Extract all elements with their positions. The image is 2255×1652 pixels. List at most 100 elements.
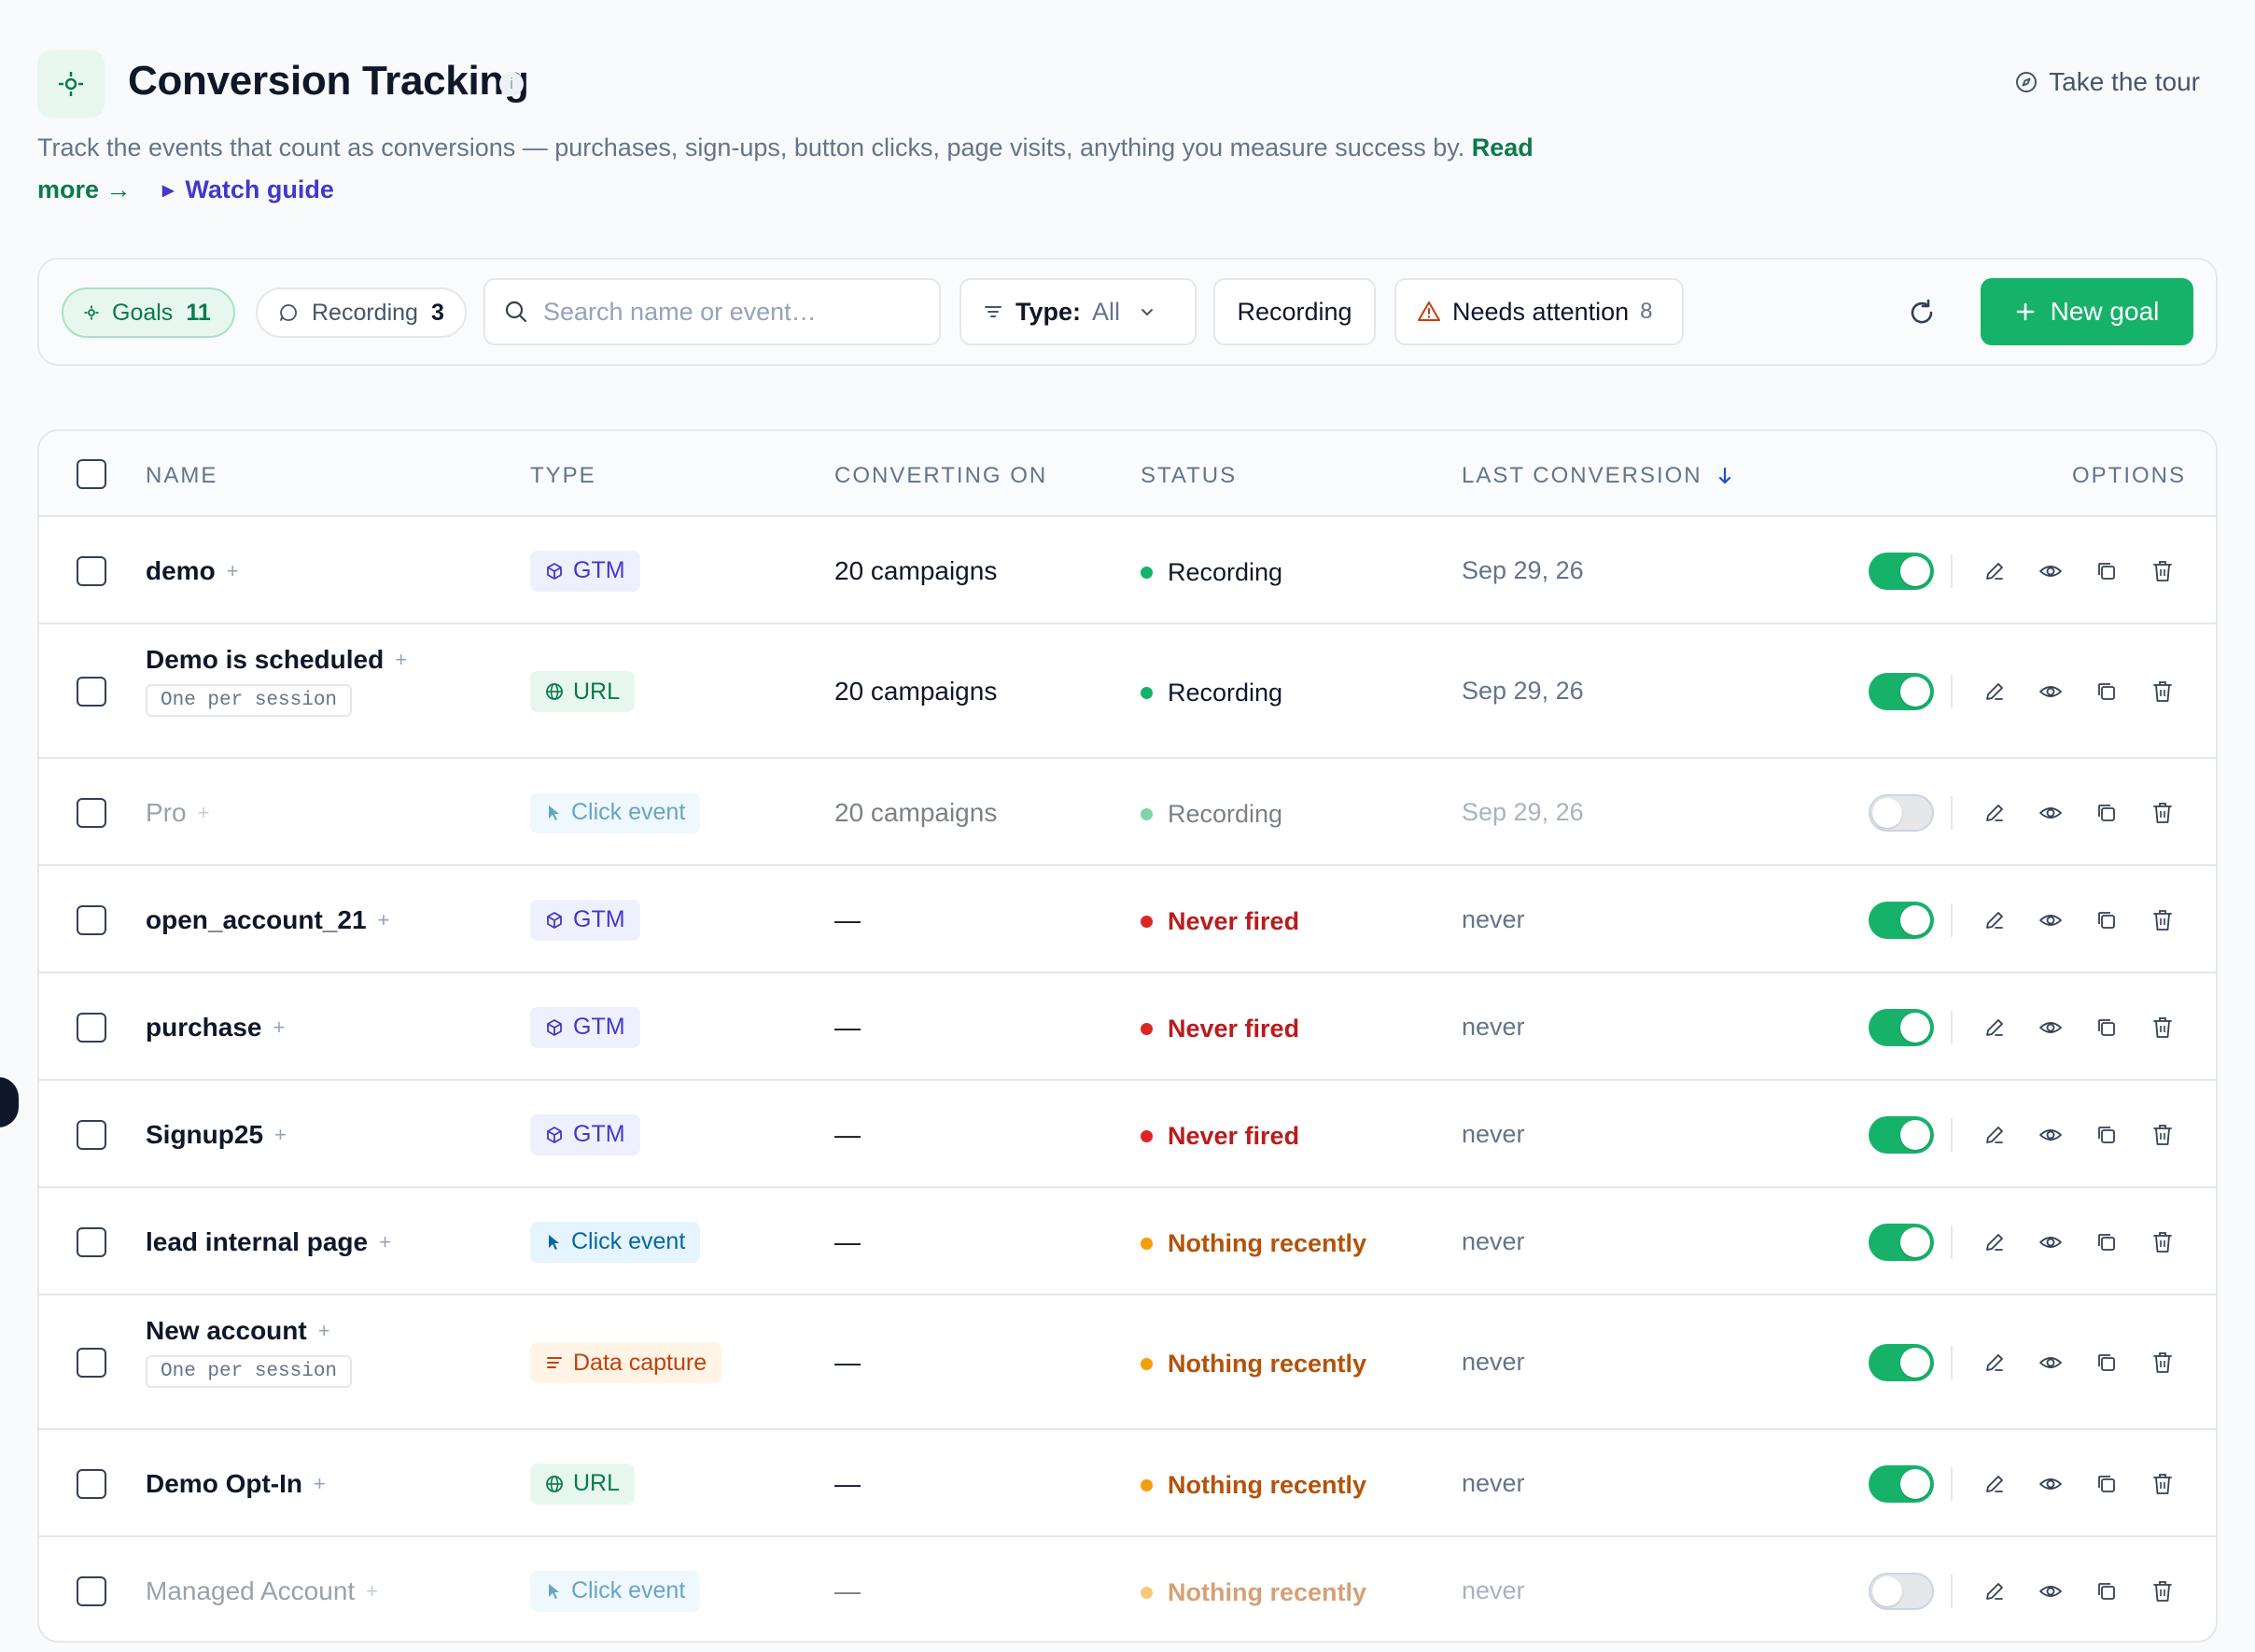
enable-toggle[interactable] bbox=[1869, 673, 1934, 710]
recording-filter-button[interactable]: Recording bbox=[1213, 278, 1376, 345]
view-icon[interactable] bbox=[2037, 557, 2065, 585]
edit-icon[interactable] bbox=[1981, 1014, 2009, 1042]
edit-icon[interactable] bbox=[1981, 1121, 2009, 1149]
row-checkbox[interactable] bbox=[77, 1348, 106, 1378]
delete-icon[interactable] bbox=[2149, 799, 2177, 827]
goal-name[interactable]: Pro + bbox=[146, 798, 209, 828]
table-row[interactable]: demo + GTM 20 campaigns Recording Sep 29, 26 bbox=[39, 517, 2216, 624]
duplicate-icon[interactable] bbox=[2093, 799, 2121, 827]
row-checkbox[interactable] bbox=[77, 1226, 106, 1257]
goal-name[interactable]: Managed Account + bbox=[146, 1576, 378, 1606]
enable-toggle[interactable] bbox=[1869, 1223, 1934, 1261]
recording-pill[interactable]: Recording 3 bbox=[256, 287, 467, 338]
edit-icon[interactable] bbox=[1981, 557, 2009, 585]
row-checkbox[interactable] bbox=[77, 797, 106, 828]
edit-icon[interactable] bbox=[1981, 1470, 2009, 1498]
table-row[interactable]: Managed Account + Click event — Nothing rece… bbox=[39, 1537, 2216, 1641]
column-status[interactable]: STATUS bbox=[1141, 463, 1238, 488]
enable-toggle[interactable] bbox=[1869, 1464, 1934, 1503]
search-input[interactable] bbox=[543, 297, 917, 327]
duplicate-icon[interactable] bbox=[2093, 1577, 2121, 1605]
goal-name[interactable]: open_account_21 + bbox=[146, 905, 389, 935]
edit-icon[interactable] bbox=[1981, 1349, 2009, 1377]
enable-toggle[interactable] bbox=[1869, 1115, 1934, 1154]
column-last-conversion[interactable]: LAST CONVERSION bbox=[1462, 463, 1732, 489]
enable-toggle[interactable] bbox=[1869, 1008, 1934, 1046]
delete-icon[interactable] bbox=[2149, 1577, 2177, 1605]
new-goal-button[interactable]: New goal bbox=[1981, 278, 2193, 345]
row-checkbox[interactable] bbox=[77, 1119, 106, 1150]
type-filter-dropdown[interactable]: Type: All bbox=[959, 278, 1197, 345]
add-tag-icon[interactable]: + bbox=[395, 648, 408, 671]
goal-name[interactable]: Signup25 + bbox=[146, 1120, 287, 1150]
search-box[interactable] bbox=[483, 278, 941, 345]
duplicate-icon[interactable] bbox=[2093, 1470, 2121, 1498]
edit-icon[interactable] bbox=[1981, 906, 2009, 934]
duplicate-icon[interactable] bbox=[2093, 1121, 2121, 1149]
add-tag-icon[interactable]: + bbox=[317, 1319, 330, 1342]
watch-guide-link[interactable]: ▶ Watch guide bbox=[162, 175, 334, 203]
add-tag-icon[interactable]: + bbox=[314, 1471, 326, 1495]
edit-icon[interactable] bbox=[1981, 1228, 2009, 1256]
add-tag-icon[interactable]: + bbox=[366, 1578, 379, 1603]
add-tag-icon[interactable]: + bbox=[377, 907, 390, 931]
read-more-link[interactable]: Read more → bbox=[37, 133, 1534, 203]
view-icon[interactable] bbox=[2037, 1228, 2065, 1256]
table-row[interactable]: lead internal page + Click event — Nothing r… bbox=[39, 1188, 2216, 1295]
row-checkbox[interactable] bbox=[77, 904, 106, 935]
duplicate-icon[interactable] bbox=[2093, 557, 2121, 585]
column-name[interactable]: NAME bbox=[146, 463, 218, 488]
view-icon[interactable] bbox=[2037, 678, 2065, 706]
enable-toggle[interactable] bbox=[1869, 793, 1934, 832]
delete-icon[interactable] bbox=[2149, 557, 2177, 585]
edit-icon[interactable] bbox=[1981, 799, 2009, 827]
row-checkbox[interactable] bbox=[77, 1468, 106, 1499]
needs-attention-button[interactable]: Needs attention 8 bbox=[1394, 278, 1684, 345]
table-row[interactable]: New account + One per session Data capture —… bbox=[39, 1295, 2216, 1430]
delete-icon[interactable] bbox=[2149, 1470, 2177, 1498]
goal-name[interactable]: demo + bbox=[146, 556, 239, 586]
delete-icon[interactable] bbox=[2149, 1121, 2177, 1149]
duplicate-icon[interactable] bbox=[2093, 906, 2121, 934]
delete-icon[interactable] bbox=[2149, 1014, 2177, 1042]
goal-name[interactable]: New account + bbox=[146, 1316, 330, 1346]
edit-icon[interactable] bbox=[1981, 678, 2009, 706]
delete-icon[interactable] bbox=[2149, 678, 2177, 706]
table-row[interactable]: purchase + GTM — Never fired never bbox=[39, 973, 2216, 1081]
goal-name[interactable]: purchase + bbox=[146, 1013, 285, 1043]
table-row[interactable]: Demo Opt-In + URL — Nothing recently never bbox=[39, 1430, 2216, 1537]
refresh-icon[interactable] bbox=[1906, 297, 1938, 329]
enable-toggle[interactable] bbox=[1869, 1344, 1934, 1381]
row-checkbox[interactable] bbox=[77, 1575, 106, 1606]
duplicate-icon[interactable] bbox=[2093, 678, 2121, 706]
delete-icon[interactable] bbox=[2149, 1228, 2177, 1256]
duplicate-icon[interactable] bbox=[2093, 1014, 2121, 1042]
table-row[interactable]: Pro + Click event 20 campaigns Recording Sep … bbox=[39, 759, 2216, 866]
add-tag-icon[interactable]: + bbox=[197, 800, 210, 824]
view-icon[interactable] bbox=[2037, 906, 2065, 934]
column-type[interactable]: TYPE bbox=[530, 463, 596, 488]
duplicate-icon[interactable] bbox=[2093, 1228, 2121, 1256]
select-all-checkbox[interactable] bbox=[77, 459, 106, 489]
table-row[interactable]: Signup25 + GTM — Never fired never bbox=[39, 1081, 2216, 1188]
view-icon[interactable] bbox=[2037, 1014, 2065, 1042]
delete-icon[interactable] bbox=[2149, 1349, 2177, 1377]
enable-toggle[interactable] bbox=[1869, 1572, 1934, 1610]
column-converting-on[interactable]: CONVERTING ON bbox=[834, 463, 1048, 488]
enable-toggle[interactable] bbox=[1869, 552, 1934, 590]
add-tag-icon[interactable]: + bbox=[274, 1122, 287, 1146]
table-row[interactable]: Demo is scheduled + One per session URL 20 c… bbox=[39, 624, 2216, 759]
delete-icon[interactable] bbox=[2149, 906, 2177, 934]
info-icon[interactable]: i bbox=[499, 72, 524, 96]
view-icon[interactable] bbox=[2037, 1121, 2065, 1149]
view-icon[interactable] bbox=[2037, 1577, 2065, 1605]
goals-pill[interactable]: Goals 11 bbox=[62, 287, 235, 338]
goal-name[interactable]: Demo is scheduled + bbox=[146, 645, 407, 675]
view-icon[interactable] bbox=[2037, 1470, 2065, 1498]
add-tag-icon[interactable]: + bbox=[226, 558, 239, 582]
row-checkbox[interactable] bbox=[77, 1012, 106, 1043]
row-checkbox[interactable] bbox=[77, 677, 106, 707]
add-tag-icon[interactable]: + bbox=[273, 1015, 286, 1039]
duplicate-icon[interactable] bbox=[2093, 1349, 2121, 1377]
add-tag-icon[interactable]: + bbox=[379, 1229, 391, 1253]
